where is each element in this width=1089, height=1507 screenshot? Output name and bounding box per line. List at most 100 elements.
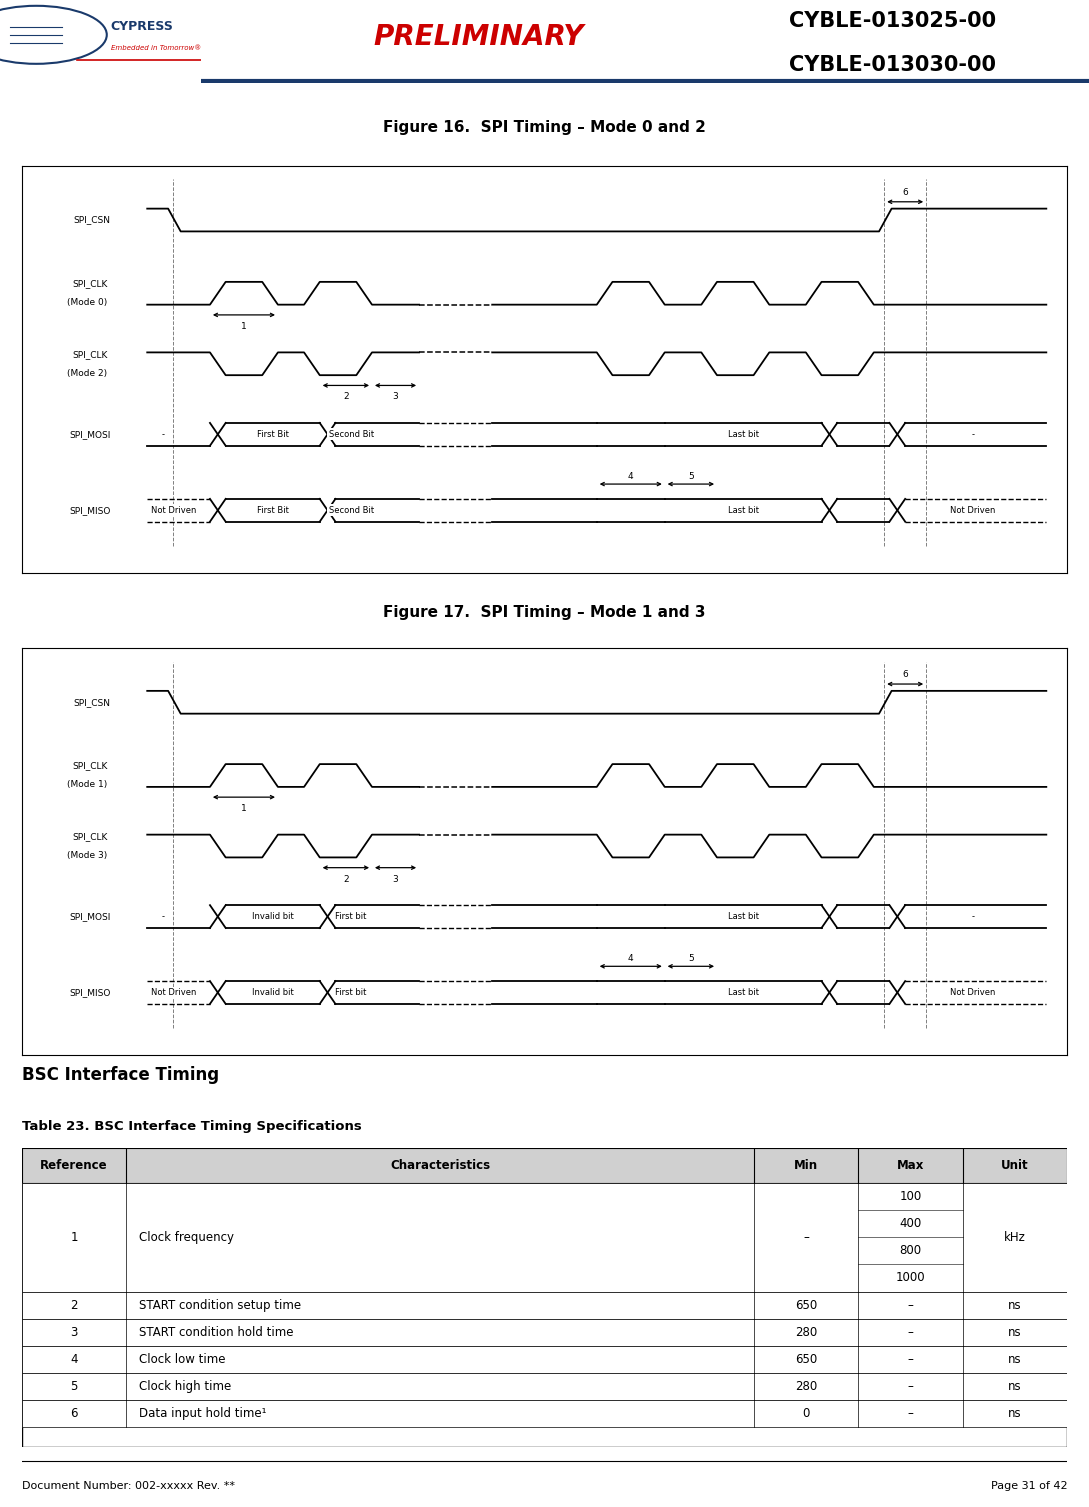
Text: Figure 17.  SPI Timing – Mode 1 and 3: Figure 17. SPI Timing – Mode 1 and 3	[383, 606, 706, 619]
Text: Clock low time: Clock low time	[139, 1353, 225, 1365]
Bar	[22, 1291, 1067, 1319]
Text: 400: 400	[900, 1218, 921, 1230]
Text: SPI_CLK: SPI_CLK	[72, 761, 108, 770]
Text: First bit: First bit	[335, 912, 367, 921]
Text: Characteristics: Characteristics	[390, 1159, 490, 1172]
Text: kHz: kHz	[1004, 1231, 1026, 1243]
Bar	[22, 1319, 1067, 1346]
Text: 2: 2	[71, 1299, 77, 1311]
Text: –: –	[907, 1408, 914, 1420]
Text: 650: 650	[795, 1353, 817, 1365]
Text: 3: 3	[393, 874, 399, 883]
Text: Last bit: Last bit	[727, 506, 759, 515]
Text: (Mode 2): (Mode 2)	[68, 369, 108, 378]
Text: (Mode 1): (Mode 1)	[68, 781, 108, 790]
Text: ns: ns	[1008, 1299, 1021, 1311]
Text: 0: 0	[803, 1408, 809, 1420]
Text: Page 31 of 42: Page 31 of 42	[991, 1481, 1067, 1490]
Text: –: –	[907, 1326, 914, 1338]
Text: Max: Max	[896, 1159, 925, 1172]
Text: 100: 100	[900, 1189, 921, 1203]
Text: SPI_CLK: SPI_CLK	[72, 832, 108, 841]
Text: 4: 4	[628, 472, 634, 481]
Text: -: -	[161, 912, 164, 921]
Text: Clock high time: Clock high time	[139, 1380, 231, 1392]
Text: 3: 3	[71, 1326, 77, 1338]
Text: Table 23. BSC Interface Timing Specifications: Table 23. BSC Interface Timing Specifica…	[22, 1120, 362, 1133]
Text: 6: 6	[903, 188, 908, 197]
Bar	[22, 1400, 1067, 1427]
Text: Last bit: Last bit	[727, 912, 759, 921]
Text: Last bit: Last bit	[727, 989, 759, 998]
Text: 4: 4	[71, 1353, 77, 1365]
Text: SPI_MISO: SPI_MISO	[70, 989, 111, 998]
Text: 1: 1	[71, 1231, 77, 1243]
Text: SPI_CLK: SPI_CLK	[72, 350, 108, 359]
Text: Embedded in Tomorrow®: Embedded in Tomorrow®	[111, 45, 201, 51]
Text: First Bit: First Bit	[257, 506, 289, 515]
Bar	[22, 1373, 1067, 1400]
Text: Min: Min	[794, 1159, 818, 1172]
Text: –: –	[907, 1353, 914, 1365]
Text: CYPRESS: CYPRESS	[111, 20, 173, 33]
Text: 6: 6	[903, 671, 908, 680]
Text: 6: 6	[71, 1408, 77, 1420]
Bar	[22, 1183, 1067, 1291]
Text: Data input hold time¹: Data input hold time¹	[139, 1408, 267, 1420]
Text: SPI_CSN: SPI_CSN	[74, 216, 111, 225]
Text: ns: ns	[1008, 1408, 1021, 1420]
Text: 280: 280	[795, 1326, 817, 1338]
Text: First Bit: First Bit	[257, 429, 289, 439]
Text: START condition setup time: START condition setup time	[139, 1299, 301, 1311]
Text: Not Driven: Not Driven	[951, 989, 995, 998]
Text: –: –	[907, 1380, 914, 1392]
Text: -: -	[971, 912, 975, 921]
Text: Not Driven: Not Driven	[951, 506, 995, 515]
Text: Not Driven: Not Driven	[150, 506, 196, 515]
Text: SPI_CLK: SPI_CLK	[72, 279, 108, 288]
Text: (Mode 3): (Mode 3)	[68, 851, 108, 860]
Text: BSC Interface Timing: BSC Interface Timing	[22, 1067, 219, 1085]
Text: -: -	[971, 429, 975, 439]
Text: START condition hold time: START condition hold time	[139, 1326, 293, 1338]
Text: 2: 2	[343, 874, 348, 883]
Text: PRELIMINARY: PRELIMINARY	[374, 23, 585, 51]
Text: 2: 2	[343, 392, 348, 401]
Text: 5: 5	[688, 954, 694, 963]
Text: Second Bit: Second Bit	[329, 429, 374, 439]
Text: Document Number: 002-xxxxx Rev. **: Document Number: 002-xxxxx Rev. **	[22, 1481, 235, 1490]
Text: 1: 1	[241, 803, 247, 812]
Text: SPI_MOSI: SPI_MOSI	[70, 912, 111, 921]
Text: CYBLE-013030-00: CYBLE-013030-00	[790, 54, 996, 75]
Text: Clock frequency: Clock frequency	[139, 1231, 234, 1243]
Text: Unit: Unit	[1001, 1159, 1029, 1172]
Text: 280: 280	[795, 1380, 817, 1392]
Text: ns: ns	[1008, 1380, 1021, 1392]
Text: CYBLE-013025-00: CYBLE-013025-00	[790, 11, 996, 30]
Text: 4: 4	[628, 954, 634, 963]
Text: First bit: First bit	[335, 989, 367, 998]
Text: Second Bit: Second Bit	[329, 506, 374, 515]
Text: Invalid bit: Invalid bit	[252, 912, 294, 921]
Text: SPI_MISO: SPI_MISO	[70, 506, 111, 515]
Text: 650: 650	[795, 1299, 817, 1311]
Text: SPI_CSN: SPI_CSN	[74, 698, 111, 707]
Text: Not Driven: Not Driven	[150, 989, 196, 998]
Text: Invalid bit: Invalid bit	[252, 989, 294, 998]
Bar	[22, 1346, 1067, 1373]
Text: –: –	[803, 1231, 809, 1243]
Text: ns: ns	[1008, 1353, 1021, 1365]
Text: 5: 5	[71, 1380, 77, 1392]
Bar	[22, 1148, 1067, 1183]
Text: Last bit: Last bit	[727, 429, 759, 439]
Text: ns: ns	[1008, 1326, 1021, 1338]
Text: 800: 800	[900, 1245, 921, 1257]
Text: Figure 16.  SPI Timing – Mode 0 and 2: Figure 16. SPI Timing – Mode 0 and 2	[383, 121, 706, 134]
Text: 1: 1	[241, 321, 247, 330]
Text: Reference: Reference	[40, 1159, 108, 1172]
Text: 3: 3	[393, 392, 399, 401]
Text: 1000: 1000	[895, 1272, 926, 1284]
Text: 5: 5	[688, 472, 694, 481]
Text: -: -	[161, 429, 164, 439]
Text: (Mode 0): (Mode 0)	[68, 298, 108, 307]
